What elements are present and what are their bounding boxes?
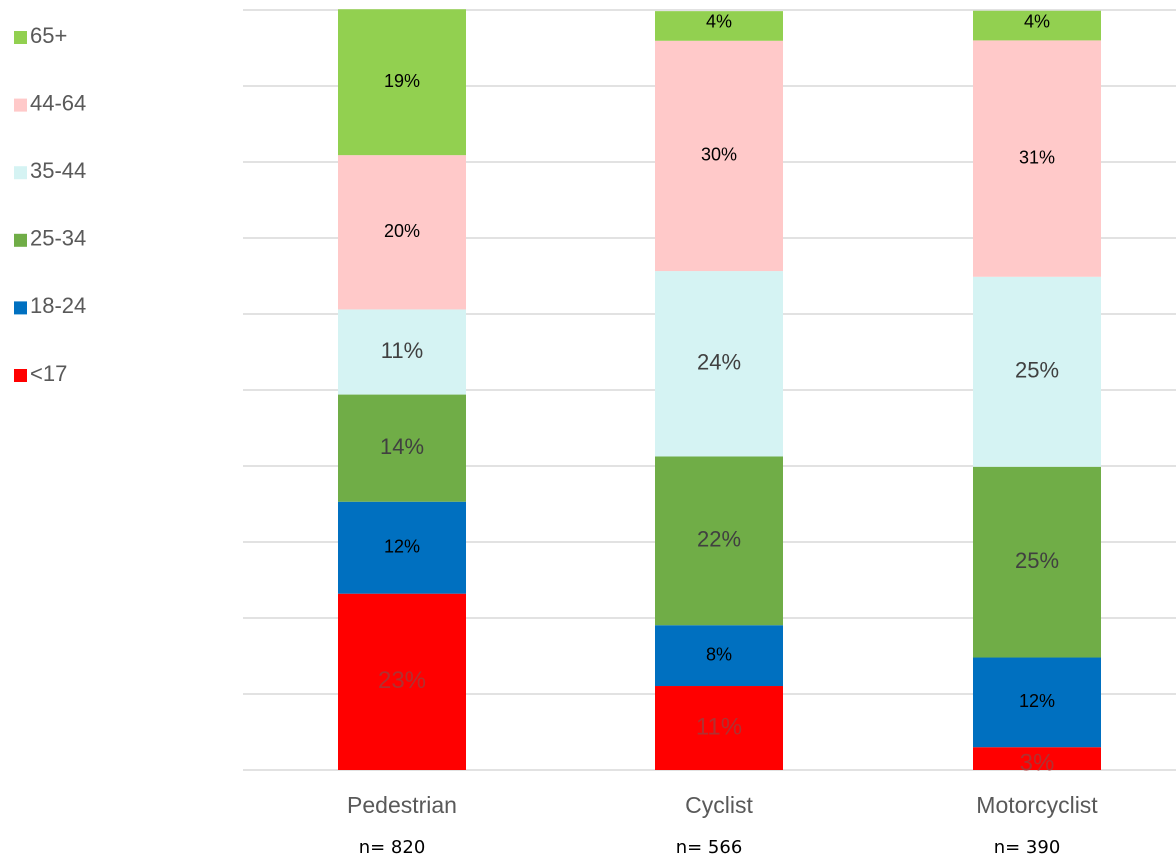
legend-swatch <box>14 98 27 112</box>
legend-swatch <box>14 233 27 247</box>
bar-segment <box>655 686 783 770</box>
bar-segment <box>655 456 783 626</box>
bar-segment <box>973 276 1101 467</box>
data-label: 8% <box>706 644 732 664</box>
data-label: 25% <box>1015 548 1059 573</box>
data-label: 22% <box>697 527 741 552</box>
bar-segment <box>338 593 466 770</box>
legend-swatch <box>14 301 27 315</box>
data-label: 19% <box>384 71 420 91</box>
bar-segment <box>338 309 466 395</box>
bar-segment <box>973 657 1101 748</box>
bar-segment <box>973 747 1101 770</box>
data-label: 11% <box>696 713 742 740</box>
bar-segment <box>338 155 466 310</box>
data-label: 11% <box>381 338 423 363</box>
data-label: 3% <box>1020 749 1055 776</box>
bar-segment <box>655 11 783 41</box>
data-label: 12% <box>1019 691 1055 711</box>
bar-segment <box>973 466 1101 658</box>
bar-segment <box>338 394 466 502</box>
x-tick-label: Cyclist <box>685 792 753 818</box>
data-label: 30% <box>701 145 737 165</box>
legend-swatch <box>14 166 27 180</box>
legend-swatch <box>14 369 27 382</box>
sample-size: n= 566 <box>676 837 743 858</box>
data-label: 4% <box>706 12 732 32</box>
data-label: 24% <box>697 350 741 375</box>
data-label: 23% <box>378 667 426 694</box>
data-label: 12% <box>384 536 420 556</box>
legend-label: 25-34 <box>30 226 86 251</box>
x-tick-label: Pedestrian <box>347 792 457 818</box>
bar-segment <box>973 10 1101 41</box>
data-label: 14% <box>380 434 424 459</box>
legend-label: 18-24 <box>30 293 86 318</box>
bar-segment <box>338 9 466 156</box>
bar-segment <box>338 501 466 594</box>
bar-segment <box>973 40 1101 277</box>
data-label: 20% <box>384 221 420 241</box>
legend-label: 65+ <box>30 23 67 48</box>
x-tick-label: Motorcyclist <box>976 792 1098 818</box>
legend-label: 35-44 <box>30 158 86 183</box>
legend-label: <17 <box>30 361 67 386</box>
data-label: 25% <box>1015 358 1059 383</box>
sample-size: n= 820 <box>359 837 426 858</box>
bar-segment <box>655 40 783 272</box>
sample-size: n= 390 <box>994 837 1061 858</box>
legend-label: 44-64 <box>30 90 86 115</box>
legend-swatch <box>14 31 27 44</box>
data-label: 31% <box>1019 147 1055 167</box>
bar-segment <box>655 625 783 687</box>
bar-segment <box>655 271 783 457</box>
data-label: 4% <box>1024 11 1050 31</box>
